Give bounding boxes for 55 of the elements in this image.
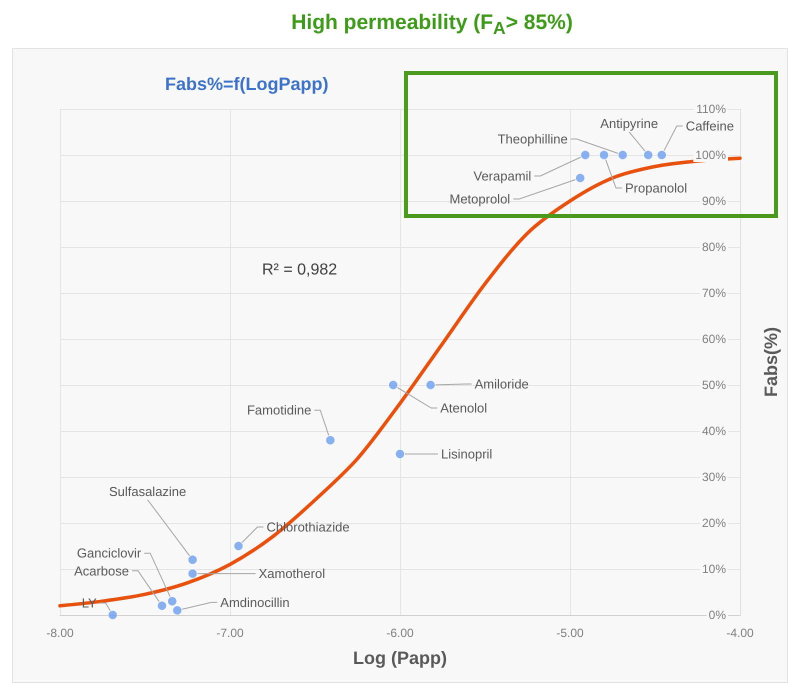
y-tick-label: 10% bbox=[702, 562, 726, 576]
y-tick-label: 60% bbox=[702, 332, 726, 346]
x-tick-label: -5.00 bbox=[556, 626, 584, 640]
y-tick-label: 40% bbox=[702, 424, 726, 438]
annotation: LY bbox=[82, 596, 98, 610]
point bbox=[426, 380, 436, 390]
y-tick-label: 50% bbox=[702, 378, 726, 392]
point bbox=[172, 606, 182, 616]
annotation: Amiloride bbox=[474, 376, 529, 392]
text: High permeability (F$_{A}$> 85%) bbox=[290, 10, 574, 40]
point bbox=[643, 150, 653, 160]
y-tick-label: 30% bbox=[702, 470, 726, 484]
annotation: Xamotherol bbox=[258, 566, 326, 582]
y-tick-label: 20% bbox=[702, 516, 726, 530]
point bbox=[188, 568, 198, 578]
point bbox=[188, 555, 198, 565]
y-tick-label: 110% bbox=[696, 102, 726, 116]
y-tick-label: 0% bbox=[708, 608, 726, 622]
annotation: Amdinocillin bbox=[220, 594, 290, 610]
point bbox=[575, 173, 585, 183]
annotation: Caffeine bbox=[686, 118, 734, 134]
point bbox=[157, 601, 167, 611]
point bbox=[657, 150, 667, 160]
annotation: Sulfasalazine bbox=[108, 484, 186, 499]
y-axis-title: Fabs(%) bbox=[761, 326, 781, 398]
x-tick-label: -4.00 bbox=[726, 626, 754, 640]
x-tick-label: -8.00 bbox=[46, 626, 74, 640]
point bbox=[234, 541, 244, 551]
annotation: Atenolol bbox=[440, 400, 488, 416]
annotation: Famotidine bbox=[246, 402, 312, 418]
point bbox=[618, 150, 628, 160]
annotation: Lisinopril bbox=[441, 446, 492, 462]
point bbox=[326, 435, 336, 445]
x-tick-label: -7.00 bbox=[216, 626, 244, 640]
x-axis-title: Log (Papp) bbox=[353, 648, 447, 668]
y-tick-label: 80% bbox=[702, 240, 726, 254]
point bbox=[599, 150, 609, 160]
annotation: Antipyrine bbox=[600, 116, 658, 131]
annotation: R² = 0,982 bbox=[262, 262, 338, 278]
y-tick-label: 70% bbox=[702, 286, 726, 300]
chart-title: Fabs%=f(LogPapp) bbox=[165, 74, 329, 94]
annotation: Verapamil bbox=[473, 168, 532, 184]
point bbox=[395, 449, 405, 459]
y-tick-label: 90% bbox=[702, 194, 726, 208]
annotation: Propanolol bbox=[625, 180, 688, 196]
point bbox=[388, 380, 398, 390]
annotation: Theophilline bbox=[498, 132, 568, 146]
annotation: Ganciclovir bbox=[76, 546, 142, 561]
y-tick-label: 100% bbox=[695, 148, 726, 162]
point bbox=[580, 150, 590, 160]
point bbox=[167, 596, 177, 606]
point bbox=[108, 610, 118, 620]
x-tick-label: -6.00 bbox=[386, 626, 414, 640]
annotation: Metoprolol bbox=[449, 192, 510, 206]
annotation: Acarbose bbox=[74, 563, 129, 578]
